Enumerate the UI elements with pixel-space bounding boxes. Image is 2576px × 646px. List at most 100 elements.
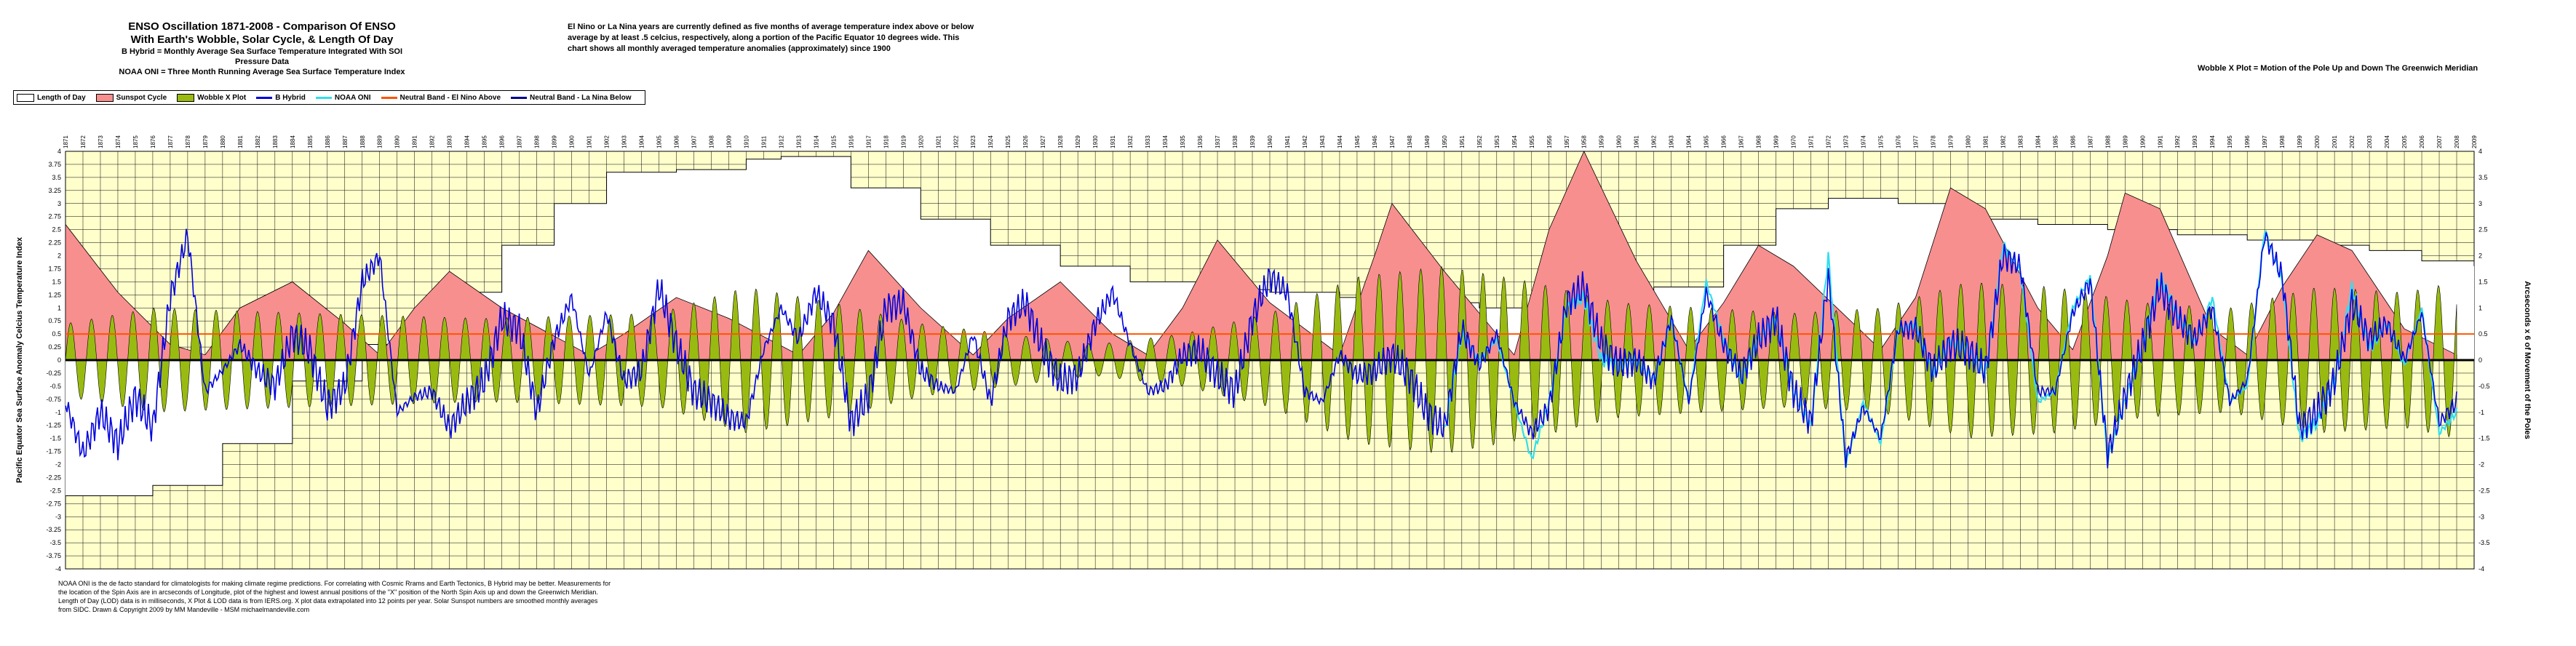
y-tick-label-left: 2 bbox=[57, 252, 61, 260]
x-tick-label: 1900 bbox=[569, 135, 576, 148]
x-tick-label: 1995 bbox=[2227, 135, 2233, 148]
y-tick-label-right: -4 bbox=[2478, 565, 2484, 573]
x-tick-label: 1879 bbox=[202, 135, 209, 148]
y-tick-label-right: 1 bbox=[2478, 304, 2482, 311]
legend-swatch bbox=[315, 96, 332, 99]
x-tick-label: 1915 bbox=[830, 135, 837, 148]
x-tick-label: 1901 bbox=[587, 135, 593, 148]
x-tick-label: 1884 bbox=[290, 135, 296, 148]
x-tick-label: 1928 bbox=[1057, 135, 1064, 148]
legend-swatch bbox=[177, 93, 195, 102]
y-tick-label-left: 4 bbox=[57, 148, 61, 155]
x-tick-label: 1922 bbox=[953, 135, 959, 148]
y-tick-label-left: 0.5 bbox=[52, 330, 61, 338]
x-tick-label: 1881 bbox=[237, 135, 244, 148]
x-tick-label: 1903 bbox=[621, 135, 628, 148]
x-tick-label: 1939 bbox=[1249, 135, 1256, 148]
x-tick-label: 1963 bbox=[1669, 135, 1675, 148]
x-tick-label: 1883 bbox=[272, 135, 279, 148]
x-tick-label: 1947 bbox=[1389, 135, 1396, 148]
y-tick-label-left: -0.75 bbox=[46, 396, 61, 403]
x-tick-label: 2005 bbox=[2401, 135, 2408, 148]
x-tick-label: 1894 bbox=[464, 135, 471, 148]
x-tick-label: 2004 bbox=[2384, 135, 2390, 148]
y-axis-label-right: Arcseconds x 6 of Movement of the Poles bbox=[2523, 281, 2532, 439]
x-tick-label: 1892 bbox=[429, 135, 436, 148]
y-tick-label-left: -3.25 bbox=[46, 526, 61, 533]
x-tick-label: 1960 bbox=[1616, 135, 1623, 148]
x-tick-label: 1950 bbox=[1442, 135, 1448, 148]
x-tick-label: 1966 bbox=[1721, 135, 1728, 148]
x-tick-label: 1933 bbox=[1145, 135, 1151, 148]
legend-swatch bbox=[511, 96, 528, 99]
x-tick-label: 2007 bbox=[2436, 135, 2443, 148]
x-tick-label: 1871 bbox=[63, 135, 69, 148]
legend-swatch bbox=[256, 96, 273, 99]
x-tick-label: 1962 bbox=[1651, 135, 1658, 148]
legend-label: Neutral Band - El Nino Above bbox=[399, 93, 501, 102]
x-tick-label: 1994 bbox=[2209, 135, 2216, 148]
y-tick-label-left: 3.5 bbox=[52, 174, 61, 181]
x-tick-label: 1897 bbox=[517, 135, 523, 148]
chart-title-line1: ENSO Oscillation 1871-2008 - Comparison … bbox=[128, 20, 396, 33]
x-tick-label: 1985 bbox=[2052, 135, 2059, 148]
x-tick-label: 1887 bbox=[342, 135, 349, 148]
x-tick-label: 1880 bbox=[220, 135, 226, 148]
y-tick-label-right: -1 bbox=[2478, 409, 2484, 416]
x-tick-label: 1978 bbox=[1930, 135, 1936, 148]
y-tick-label-left: -2 bbox=[55, 461, 61, 468]
x-tick-label: 1889 bbox=[377, 135, 383, 148]
x-tick-label: 1875 bbox=[132, 135, 139, 148]
x-tick-label: 1902 bbox=[604, 135, 611, 148]
x-tick-label: 1873 bbox=[98, 135, 104, 148]
x-tick-label: 1891 bbox=[412, 135, 418, 148]
legend-swatch bbox=[381, 96, 397, 99]
x-tick-label: 1974 bbox=[1861, 135, 1867, 148]
wobble-x-plot-area bbox=[65, 266, 2457, 453]
x-tick-label: 1908 bbox=[708, 135, 715, 148]
x-tick-label: 1969 bbox=[1773, 135, 1780, 148]
legend-label: Neutral Band - La Nina Below bbox=[530, 93, 632, 102]
y-tick-label-left: -4 bbox=[55, 565, 61, 573]
x-tick-label: 1918 bbox=[883, 135, 889, 148]
x-tick-label: 1941 bbox=[1284, 135, 1291, 148]
x-tick-label: 1899 bbox=[552, 135, 558, 148]
x-tick-label: 1876 bbox=[150, 135, 156, 148]
x-tick-label: 1882 bbox=[255, 135, 261, 148]
x-tick-label: 1977 bbox=[1912, 135, 1919, 148]
x-tick-label: 1944 bbox=[1337, 135, 1343, 148]
x-tick-label: 1997 bbox=[2262, 135, 2268, 148]
chart-footnote: NOAA ONI is the de facto standard for cl… bbox=[58, 580, 611, 613]
x-tick-label: 1987 bbox=[2087, 135, 2094, 148]
y-tick-label-left: 1.25 bbox=[48, 291, 61, 298]
x-tick-label: 1943 bbox=[1319, 135, 1326, 148]
x-tick-label: 1920 bbox=[918, 135, 924, 148]
x-tick-label: 1957 bbox=[1564, 135, 1570, 148]
legend-label: Length of Day bbox=[37, 93, 86, 102]
y-tick-label-left: 0.25 bbox=[48, 343, 61, 351]
x-tick-label: 1976 bbox=[1895, 135, 1901, 148]
x-tick-label: 1964 bbox=[1686, 135, 1693, 148]
x-tick-label: 2000 bbox=[2314, 135, 2321, 148]
x-tick-label: 1958 bbox=[1581, 135, 1588, 148]
y-tick-label-left: -2.75 bbox=[46, 500, 61, 507]
x-tick-label: 1980 bbox=[1965, 135, 1971, 148]
x-tick-label: 1919 bbox=[900, 135, 907, 148]
y-tick-label-left: 0.75 bbox=[48, 317, 61, 324]
x-tick-label: 1983 bbox=[2017, 135, 2024, 148]
x-tick-label: 2001 bbox=[2331, 135, 2338, 148]
y-tick-label-left: -1.25 bbox=[46, 422, 61, 429]
x-tick-label: 1926 bbox=[1022, 135, 1029, 148]
x-tick-label: 1955 bbox=[1529, 135, 1535, 148]
x-tick-label: 1970 bbox=[1791, 135, 1797, 148]
x-tick-label: 1956 bbox=[1546, 135, 1553, 148]
x-tick-label: 1979 bbox=[1947, 135, 1954, 148]
x-tick-label: 1954 bbox=[1511, 135, 1518, 148]
legend-item-noaa-oni: NOAA ONI bbox=[315, 94, 371, 102]
x-tick-label: 1975 bbox=[1877, 135, 1884, 148]
x-tick-label: 1917 bbox=[865, 135, 872, 148]
x-tick-label: 1991 bbox=[2157, 135, 2163, 148]
x-tick-label: 1923 bbox=[970, 135, 977, 148]
x-tick-label: 1914 bbox=[813, 135, 819, 148]
y-tick-label-left: -1 bbox=[55, 409, 61, 416]
